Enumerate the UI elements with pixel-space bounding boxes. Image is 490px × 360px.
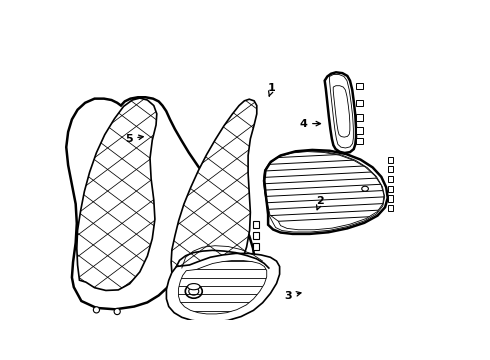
Polygon shape	[171, 99, 257, 289]
Text: 5: 5	[124, 134, 143, 144]
Polygon shape	[325, 72, 356, 153]
Polygon shape	[167, 253, 280, 322]
FancyBboxPatch shape	[356, 138, 363, 144]
Ellipse shape	[189, 287, 199, 295]
FancyBboxPatch shape	[253, 254, 259, 261]
FancyBboxPatch shape	[356, 83, 363, 89]
FancyBboxPatch shape	[388, 205, 393, 211]
Text: 3: 3	[284, 291, 301, 301]
Polygon shape	[77, 98, 157, 291]
Polygon shape	[171, 99, 257, 289]
FancyBboxPatch shape	[356, 100, 363, 106]
FancyBboxPatch shape	[388, 186, 393, 192]
Polygon shape	[264, 150, 388, 234]
Ellipse shape	[362, 186, 368, 191]
Circle shape	[114, 309, 120, 315]
FancyBboxPatch shape	[356, 114, 363, 121]
Polygon shape	[66, 97, 255, 309]
FancyBboxPatch shape	[388, 157, 393, 163]
FancyBboxPatch shape	[388, 195, 393, 202]
Text: 1: 1	[268, 83, 276, 96]
Ellipse shape	[188, 284, 200, 290]
Text: 4: 4	[0, 359, 1, 360]
Polygon shape	[264, 152, 384, 230]
Text: 2: 2	[317, 196, 324, 210]
Polygon shape	[77, 98, 157, 291]
FancyBboxPatch shape	[356, 127, 363, 134]
Text: 4: 4	[299, 118, 320, 129]
Circle shape	[94, 307, 99, 313]
FancyBboxPatch shape	[253, 243, 259, 250]
FancyBboxPatch shape	[388, 166, 393, 172]
Polygon shape	[178, 261, 267, 314]
FancyBboxPatch shape	[253, 221, 259, 228]
FancyBboxPatch shape	[388, 176, 393, 182]
FancyBboxPatch shape	[253, 232, 259, 239]
Ellipse shape	[185, 284, 202, 298]
FancyBboxPatch shape	[253, 265, 259, 272]
